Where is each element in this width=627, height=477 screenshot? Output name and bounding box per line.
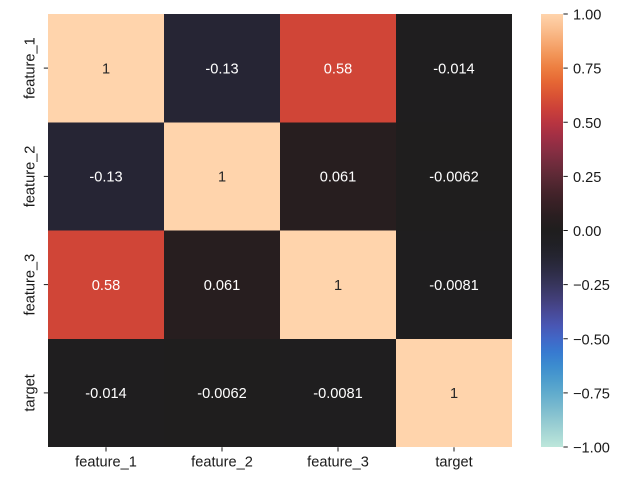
svg-text:feature_3: feature_3 — [307, 454, 369, 470]
svg-text:1: 1 — [334, 278, 342, 294]
svg-text:feature_2: feature_2 — [191, 454, 253, 470]
svg-text:0.75: 0.75 — [573, 62, 601, 78]
svg-text:-0.0081: -0.0081 — [313, 386, 363, 402]
svg-text:-0.014: -0.014 — [433, 61, 474, 77]
svg-text:−1.00: −1.00 — [573, 441, 610, 457]
svg-text:-0.0062: -0.0062 — [429, 170, 479, 186]
svg-text:1.00: 1.00 — [573, 8, 601, 24]
svg-text:target: target — [23, 374, 39, 411]
svg-text:1: 1 — [218, 170, 226, 186]
svg-text:-0.13: -0.13 — [89, 170, 122, 186]
svg-text:-0.014: -0.014 — [85, 386, 126, 402]
svg-text:0.50: 0.50 — [573, 116, 601, 132]
svg-text:feature_1: feature_1 — [75, 454, 137, 470]
svg-text:1: 1 — [102, 61, 110, 77]
svg-text:−0.50: −0.50 — [573, 332, 610, 348]
svg-text:0.061: 0.061 — [320, 170, 357, 186]
svg-text:feature_1: feature_1 — [23, 37, 39, 99]
svg-text:−0.75: −0.75 — [573, 387, 610, 403]
svg-text:0.58: 0.58 — [92, 278, 120, 294]
svg-text:1: 1 — [450, 386, 458, 402]
svg-text:-0.13: -0.13 — [205, 61, 238, 77]
svg-text:-0.0081: -0.0081 — [429, 278, 479, 294]
svg-text:0.58: 0.58 — [324, 61, 352, 77]
svg-text:target: target — [435, 454, 472, 470]
svg-text:0.061: 0.061 — [204, 278, 241, 294]
svg-text:−0.25: −0.25 — [573, 278, 610, 294]
svg-text:0.25: 0.25 — [573, 170, 601, 186]
svg-text:feature_3: feature_3 — [23, 254, 39, 316]
svg-text:-0.0062: -0.0062 — [197, 386, 247, 402]
svg-text:feature_2: feature_2 — [23, 146, 39, 208]
svg-text:0.00: 0.00 — [573, 224, 601, 240]
